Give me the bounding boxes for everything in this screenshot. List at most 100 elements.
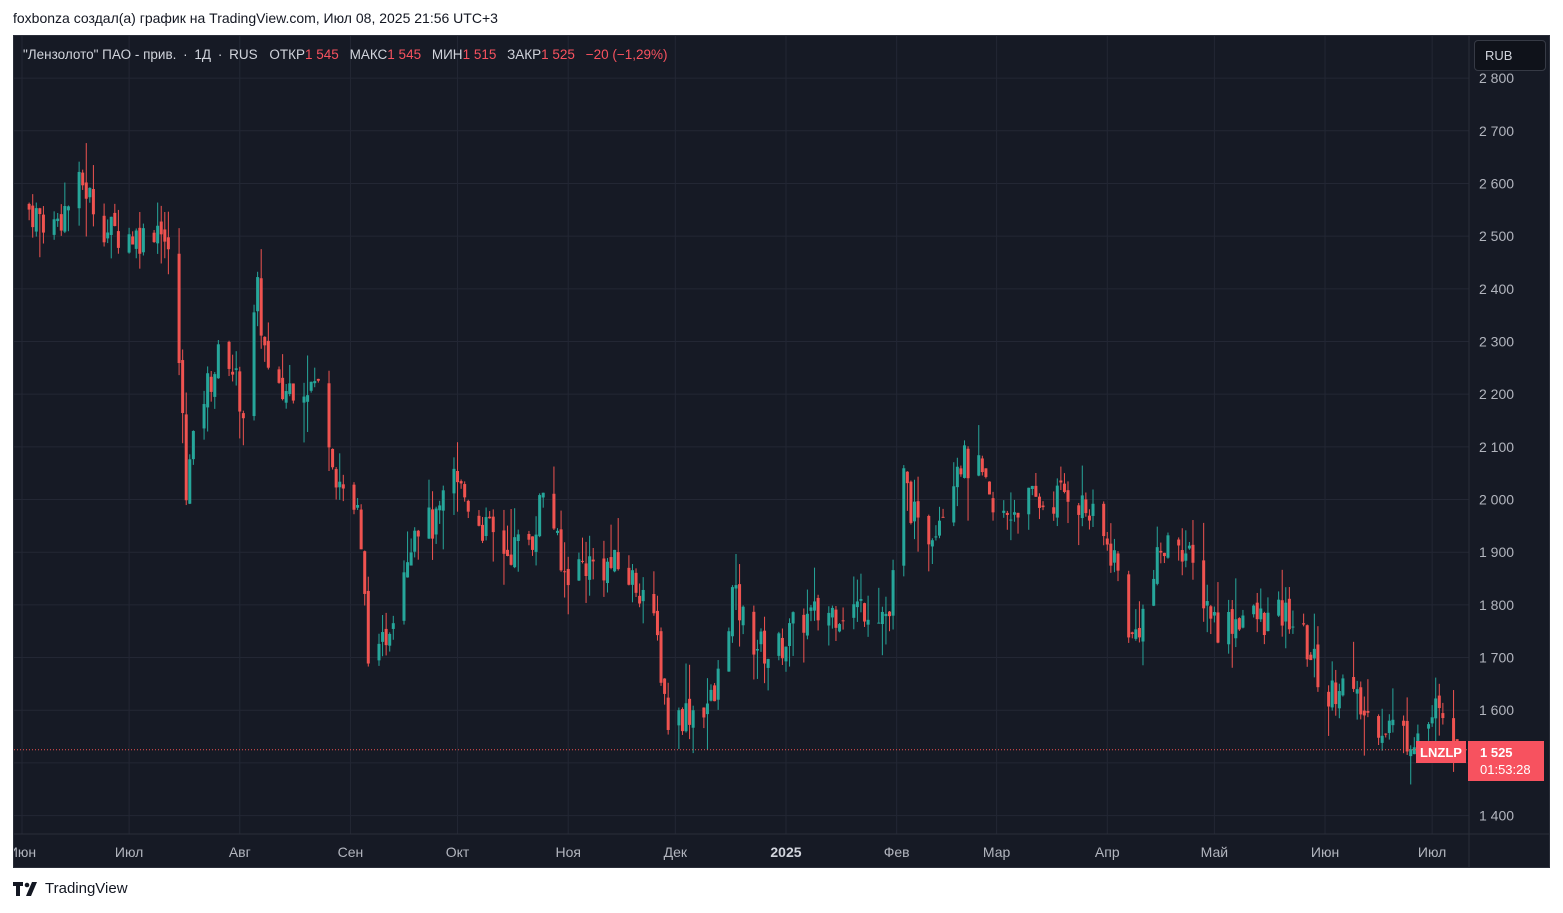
currency-button[interactable]: RUB (1474, 40, 1546, 71)
candle-body (966, 448, 970, 479)
candle-body (884, 613, 888, 617)
candle-body (1091, 503, 1095, 516)
candle-body (1062, 483, 1066, 492)
candle-body (913, 501, 916, 522)
candle-body (1305, 625, 1309, 660)
candle-body (1180, 550, 1184, 562)
candle-body (402, 572, 406, 621)
candle-body (388, 633, 392, 646)
candle-body (134, 230, 138, 249)
candle-body (1012, 512, 1016, 515)
candle-body (691, 710, 695, 728)
symbol-legend: "Лензолото" ПАО - прив. · 1Д · RUS ОТКР1… (23, 47, 675, 62)
symbol-name[interactable]: "Лензолото" ПАО - прив. (23, 47, 177, 62)
candle-body (52, 219, 56, 235)
price-axis-label: 1 700 (1479, 650, 1514, 666)
candle-body (559, 529, 563, 571)
price-axis-label: 2 600 (1479, 175, 1514, 191)
interval-label[interactable]: 1Д (194, 47, 212, 62)
candle-body (41, 214, 45, 233)
candle-body (452, 468, 456, 494)
candle-body (1409, 749, 1413, 757)
tradingview-brand[interactable]: TradingView (13, 880, 128, 897)
candle-body (716, 668, 720, 700)
candle-body (291, 383, 295, 401)
bar-countdown: 01:53:28 (1480, 762, 1531, 777)
candle-body (1412, 747, 1416, 755)
candle-body (406, 562, 410, 578)
candle-body (216, 344, 220, 379)
time-axis-label: Апр (1095, 844, 1120, 860)
candle-body (556, 530, 559, 533)
candlestick-chart[interactable]: 2 800 2 700 2 600 2 500 2 400 2 300 2 200 2 100… (14, 36, 1550, 868)
open-label: ОТКР (269, 47, 306, 62)
candle-body (677, 710, 681, 726)
candle-body (231, 371, 235, 375)
candle-body (591, 559, 595, 562)
candle-body (66, 206, 70, 211)
candle-body (341, 484, 345, 489)
candle-body (459, 481, 463, 484)
candle-body (1209, 606, 1213, 619)
candle-body (813, 601, 817, 611)
candle-body (106, 232, 110, 239)
candle-body (730, 587, 734, 637)
chart-panel[interactable]: 2 800 2 700 2 600 2 500 2 400 2 300 2 200 2 100… (13, 35, 1550, 868)
ticker-tag: LNZLP (1416, 741, 1466, 763)
candle-body (352, 484, 356, 510)
candle-body (177, 253, 181, 364)
candle-body (256, 277, 260, 312)
candle-body (1255, 602, 1259, 620)
time-axis-label: Июн (14, 844, 36, 860)
candle-body (159, 221, 163, 235)
candle-body (456, 471, 460, 483)
candle-body (131, 236, 135, 245)
candle-body (809, 607, 813, 611)
candle-body (834, 609, 838, 628)
candle-body (477, 515, 481, 526)
candle-body (84, 182, 88, 199)
candle-body (409, 552, 413, 566)
candle-body (334, 469, 338, 488)
candle-body (1362, 710, 1366, 716)
candle-body (284, 391, 288, 403)
close-label: ЗАКР (507, 47, 542, 62)
candle-body (1341, 678, 1345, 696)
candle-body (877, 622, 881, 624)
candle-body (1266, 612, 1270, 632)
candle-body (206, 373, 210, 408)
open-value: 1 545 (305, 47, 339, 62)
candle-body (1034, 485, 1038, 497)
candle-body (1287, 598, 1291, 630)
time-axis-label: Июн (1311, 844, 1339, 860)
candle-body (509, 554, 513, 565)
candle-body (1205, 601, 1209, 606)
change-value: −20 (−1,29%) (585, 47, 668, 62)
candle-body (513, 537, 517, 568)
candle-body (1077, 505, 1081, 515)
tradingview-logo-icon (13, 881, 37, 896)
low-label: МИН (431, 47, 463, 62)
separator-dot: · (217, 47, 223, 62)
candle-body (755, 649, 759, 651)
candle-body (830, 607, 834, 618)
candle-body (109, 216, 113, 235)
candle-body (91, 189, 95, 215)
candle-body (1355, 689, 1359, 694)
candle-body (1184, 553, 1188, 561)
candle-body (584, 563, 588, 576)
time-axis-label: Сен (338, 844, 364, 860)
candle-body (56, 218, 60, 222)
time-axis-label: Окт (446, 844, 470, 860)
candle-body (984, 468, 988, 477)
candle-body (491, 516, 495, 533)
candle-body (427, 507, 431, 539)
candle-body (930, 540, 934, 547)
candle-body (816, 597, 820, 621)
candle-body (1405, 720, 1409, 752)
candle-body (1284, 602, 1288, 622)
candle-body (1366, 710, 1370, 713)
candle-body (166, 237, 170, 250)
candle-body (1037, 496, 1041, 508)
candle-body (1330, 680, 1334, 708)
